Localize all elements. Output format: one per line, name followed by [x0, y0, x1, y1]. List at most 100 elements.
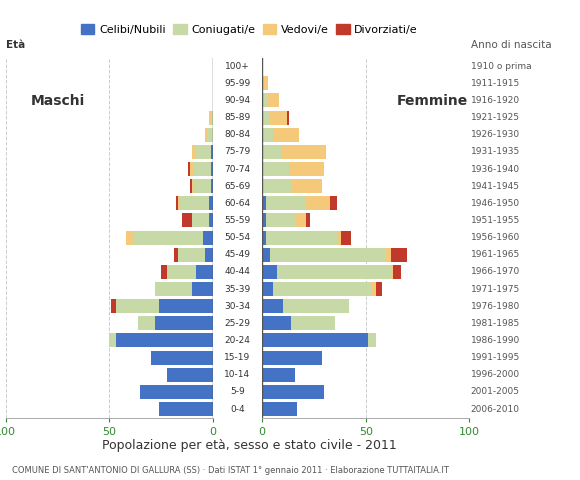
- Text: 25-29: 25-29: [224, 319, 251, 328]
- Bar: [202, 230, 213, 245]
- Bar: [194, 162, 211, 176]
- Text: 1996-2000: 1996-2000: [471, 370, 520, 379]
- Bar: [190, 162, 194, 176]
- Bar: [209, 214, 213, 228]
- Text: 70-74: 70-74: [224, 165, 251, 174]
- Text: 85-89: 85-89: [224, 113, 251, 122]
- Text: 40-44: 40-44: [224, 267, 251, 276]
- Text: 1976-1980: 1976-1980: [471, 301, 520, 311]
- Bar: [138, 316, 155, 330]
- Bar: [209, 196, 213, 210]
- Bar: [155, 282, 192, 296]
- Text: 60-64: 60-64: [224, 199, 251, 208]
- Text: 95-99: 95-99: [224, 79, 251, 88]
- Bar: [269, 94, 279, 108]
- Text: 1931-1935: 1931-1935: [471, 147, 520, 156]
- Bar: [262, 265, 277, 279]
- Text: Età: Età: [6, 40, 25, 50]
- Bar: [182, 214, 192, 228]
- Text: COMUNE DI SANT'ANTONIO DI GALLURA (SS) · Dati ISTAT 1° gennaio 2011 · Elaborazio: COMUNE DI SANT'ANTONIO DI GALLURA (SS) ·…: [12, 466, 448, 475]
- Bar: [262, 299, 283, 313]
- Bar: [368, 334, 376, 348]
- Text: 1991-1995: 1991-1995: [471, 353, 520, 362]
- Text: 1921-1925: 1921-1925: [471, 113, 520, 122]
- Bar: [177, 248, 205, 262]
- Bar: [262, 196, 266, 210]
- Bar: [111, 299, 115, 313]
- Text: 1981-1985: 1981-1985: [471, 319, 520, 328]
- Bar: [151, 350, 213, 365]
- Bar: [277, 265, 390, 279]
- Bar: [134, 230, 202, 245]
- Text: 2006-2010: 2006-2010: [471, 405, 520, 414]
- Bar: [262, 282, 273, 296]
- Text: Popolazione per età, sesso e stato civile - 2011: Popolazione per età, sesso e stato civil…: [102, 439, 397, 452]
- Bar: [262, 110, 270, 125]
- Bar: [306, 196, 331, 210]
- Bar: [192, 179, 194, 193]
- Bar: [262, 230, 266, 245]
- Text: 15-19: 15-19: [224, 353, 251, 362]
- Bar: [281, 145, 327, 159]
- Bar: [180, 196, 209, 210]
- Text: 1926-1930: 1926-1930: [471, 130, 520, 139]
- Bar: [295, 214, 306, 228]
- Bar: [266, 214, 295, 228]
- Bar: [266, 196, 306, 210]
- Bar: [159, 299, 213, 313]
- Bar: [390, 265, 393, 279]
- Text: Anno di nascita: Anno di nascita: [471, 40, 552, 50]
- Bar: [173, 248, 177, 262]
- Bar: [167, 368, 213, 382]
- Bar: [205, 128, 206, 142]
- Bar: [393, 265, 401, 279]
- Text: 2001-2005: 2001-2005: [471, 387, 520, 396]
- Bar: [176, 196, 177, 210]
- Text: 55-59: 55-59: [224, 216, 251, 225]
- Text: 20-24: 20-24: [224, 336, 251, 345]
- Bar: [140, 385, 213, 399]
- Bar: [341, 230, 351, 245]
- Bar: [266, 230, 337, 245]
- Text: 1910 o prima: 1910 o prima: [471, 61, 531, 71]
- Bar: [209, 110, 211, 125]
- Bar: [386, 248, 390, 262]
- Text: Maschi: Maschi: [31, 94, 85, 108]
- Bar: [372, 282, 376, 296]
- Bar: [262, 334, 368, 348]
- Bar: [126, 230, 134, 245]
- Bar: [306, 214, 310, 228]
- Bar: [262, 76, 264, 90]
- Bar: [331, 196, 337, 210]
- Bar: [262, 350, 322, 365]
- Bar: [211, 179, 213, 193]
- Bar: [196, 145, 211, 159]
- Bar: [206, 128, 213, 142]
- Bar: [155, 316, 213, 330]
- Text: 35-39: 35-39: [224, 285, 251, 294]
- Bar: [376, 282, 382, 296]
- Text: 100+: 100+: [225, 61, 250, 71]
- Bar: [262, 179, 291, 193]
- Bar: [262, 368, 295, 382]
- Bar: [262, 145, 281, 159]
- Text: 1936-1940: 1936-1940: [471, 165, 520, 174]
- Bar: [262, 248, 270, 262]
- Bar: [273, 282, 372, 296]
- Bar: [115, 299, 159, 313]
- Bar: [167, 265, 196, 279]
- Bar: [262, 316, 291, 330]
- Bar: [262, 94, 269, 108]
- Bar: [177, 196, 180, 210]
- Bar: [264, 76, 269, 90]
- Text: 1971-1975: 1971-1975: [471, 285, 520, 294]
- Text: 1956-1960: 1956-1960: [471, 233, 520, 242]
- Bar: [289, 162, 324, 176]
- Text: Femmine: Femmine: [397, 94, 468, 108]
- Text: 45-49: 45-49: [224, 250, 251, 259]
- Text: 80-84: 80-84: [224, 130, 251, 139]
- Text: 1911-1915: 1911-1915: [471, 79, 520, 88]
- Text: 10-14: 10-14: [224, 370, 251, 379]
- Bar: [291, 316, 335, 330]
- Bar: [262, 128, 273, 142]
